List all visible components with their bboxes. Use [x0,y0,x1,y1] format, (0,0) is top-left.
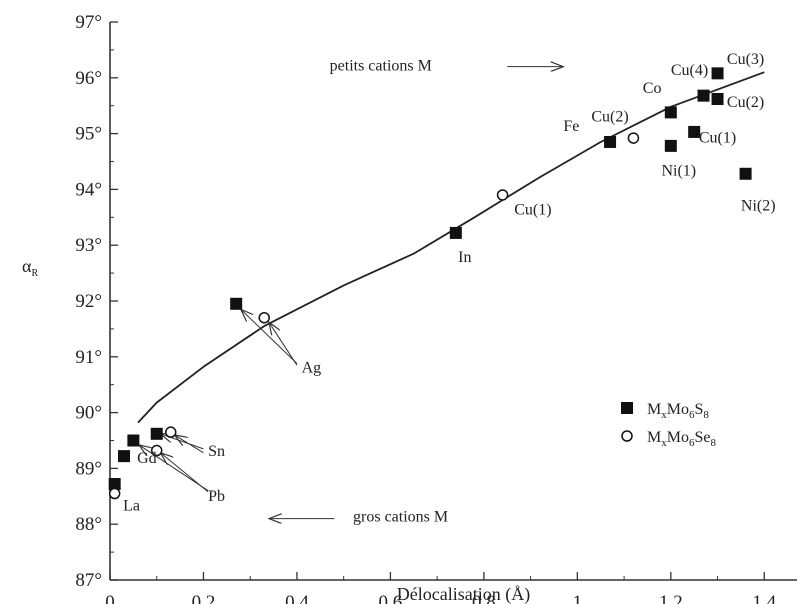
point-label: Cu(2) [591,108,628,125]
data-point-square [664,139,677,152]
y-tick-label: 91° [75,347,102,368]
point-label: Ni(2) [741,198,776,215]
point-label: Pb [208,488,225,505]
trend-curve [137,71,765,424]
point-label: Gd [137,450,157,467]
pointer-line [241,309,298,364]
data-point-square [711,93,724,106]
annotation-text: gros cations M [353,508,448,525]
x-tick-label: 0 [105,592,115,604]
data-point-circle [627,132,640,144]
data-point-square [604,135,617,148]
y-tick-label: 92° [75,291,102,312]
data-point-square [449,226,462,239]
x-tick-label: 0,2 [192,592,216,604]
point-label: Cu(1) [699,130,736,147]
pointer-line [160,453,209,493]
pointer-line [174,435,204,454]
point-label: La [123,497,140,514]
point-label: Cu(1) [514,202,551,219]
point-label: Cu(3) [727,51,764,68]
data-point-square [230,297,243,310]
data-point-square [150,427,163,440]
legend-marker-circle [621,430,633,442]
data-point-square [688,125,701,138]
data-point-square [739,167,752,180]
data-point-circle [108,487,121,500]
y-tick-label: 94° [75,179,102,200]
y-axis-label: αR [22,256,38,279]
x-tick-label: 0,6 [379,592,403,604]
x-tick-label: 1 [573,592,583,604]
y-tick-label: 95° [75,124,102,145]
y-tick-label: 96° [75,68,102,89]
point-label: Sn [208,443,225,460]
data-point-circle [258,311,270,324]
point-label: Ni(1) [661,162,696,179]
point-label: In [458,249,471,266]
data-point-square [711,67,724,80]
data-point-square [127,434,140,447]
point-label: Co [643,80,662,97]
y-tick-label: 93° [75,235,102,256]
point-label: Fe [563,118,579,135]
data-point-square [108,478,121,491]
data-point-circle [165,426,177,438]
point-label: Cu(2) [727,94,764,111]
legend-marker-square [621,402,633,414]
x-axis-label: Délocalisation (Å) [397,584,530,604]
annotation-text: petits cations M [330,58,432,75]
y-tick-label: 97° [75,12,102,33]
legend-label: MxMo6S8 [647,401,709,421]
y-tick-label: 87° [75,570,102,591]
y-tick-label: 89° [75,458,102,479]
data-point-square [697,89,710,102]
pointer-line [139,445,209,492]
data-point-circle [150,444,163,457]
point-label: Ag [302,359,322,376]
data-point-square [118,450,131,463]
pointer-line [269,322,298,366]
legend-label: MxMo6Se8 [647,429,716,449]
point-label: Cu(4) [671,62,708,79]
x-tick-label: 1,4 [752,592,776,604]
y-tick-label: 90° [75,403,102,424]
y-tick-label: 88° [75,514,102,535]
data-point-square [664,106,677,119]
data-point-circle [496,189,509,201]
x-tick-label: 0,4 [285,592,309,604]
x-tick-label: 1,2 [659,592,683,604]
x-tick-label: 0,8 [472,592,496,604]
